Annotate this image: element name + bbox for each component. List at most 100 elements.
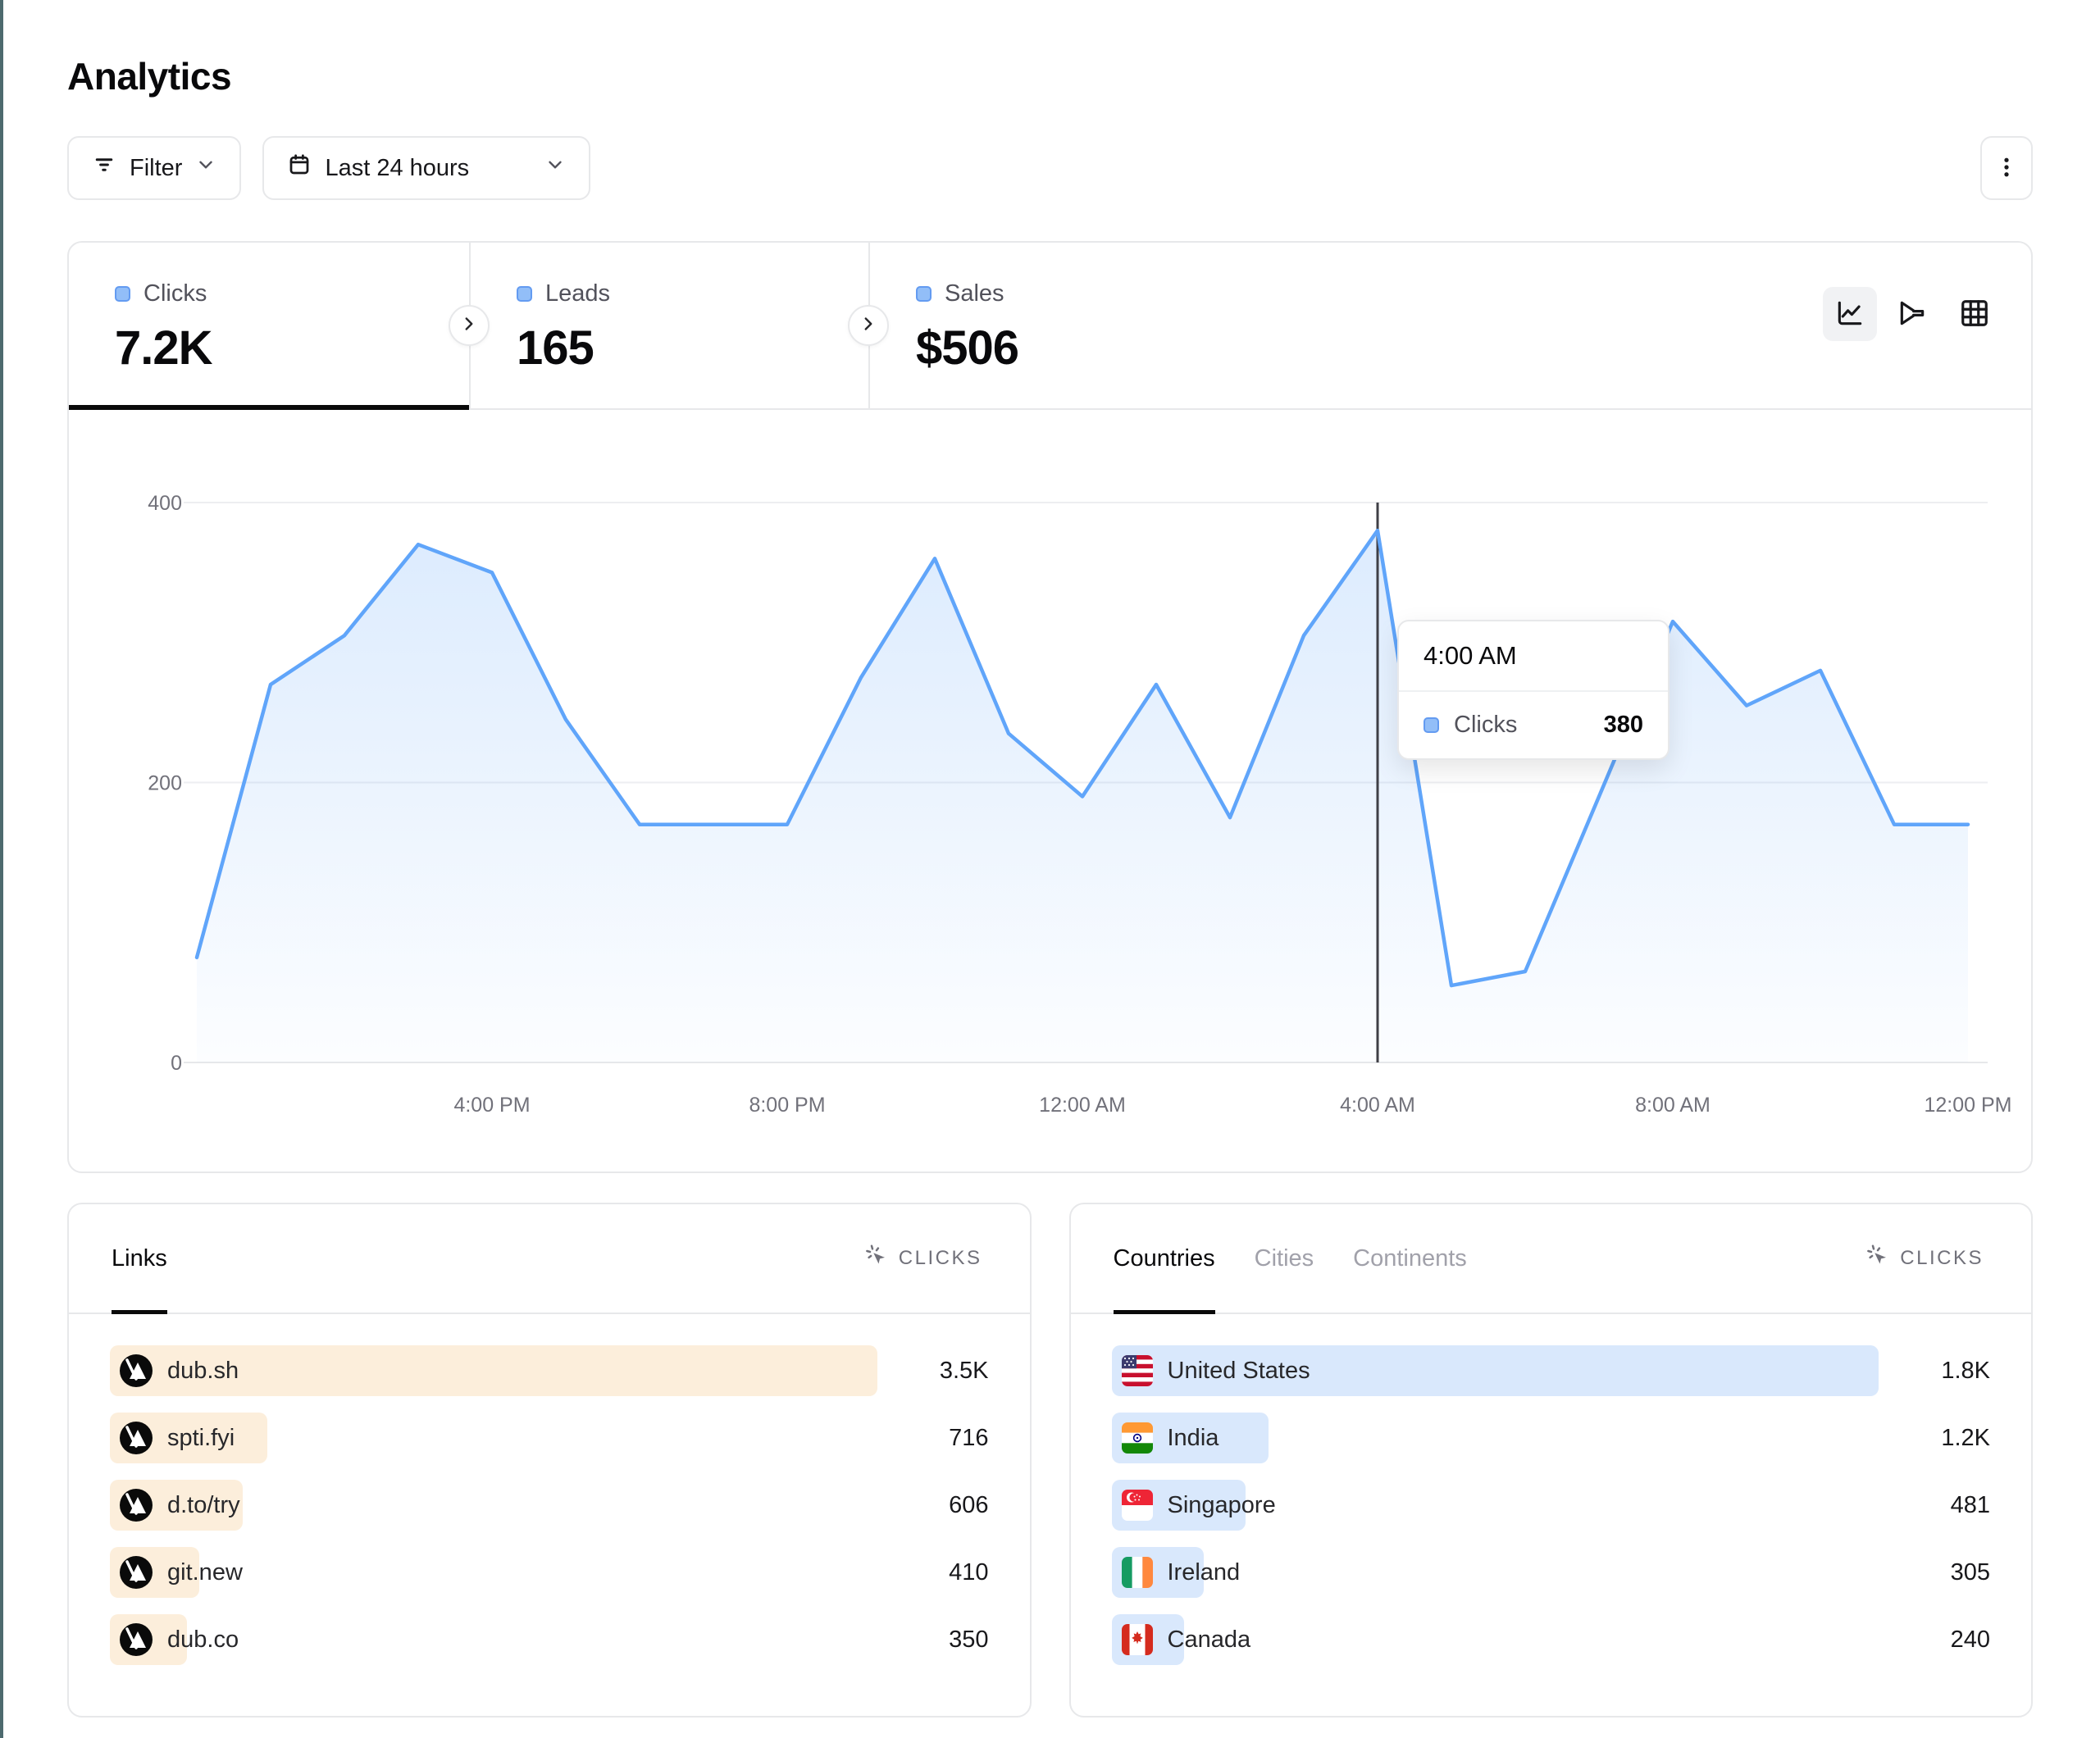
clicks-chart-area: 0 200 400 4:00 PM 8:00 PM 12:00 AM 4:00 AM 8:00…: [69, 408, 2031, 1175]
clicks-tab-label: Clicks: [143, 280, 207, 307]
grid-icon: [1959, 298, 1990, 331]
stat-tab-strip: Clicks 7.2K Leads 165 Sales $506: [69, 243, 2031, 410]
leads-tab-label: Leads: [545, 280, 611, 307]
links-list: dub.sh 3.5K spti.fyi 716 d.to/try 606 git.new 4…: [69, 1314, 1030, 1665]
row-label: git.new: [167, 1558, 243, 1586]
sales-legend-swatch-icon: [916, 286, 932, 302]
row-content: spti.fyi: [110, 1413, 877, 1463]
svg-text:12:00 PM: 12:00 PM: [1924, 1094, 2011, 1117]
value-bar-track: dub.sh: [110, 1345, 877, 1396]
row-value: 240: [1950, 1626, 1990, 1653]
row-content: Canada: [1112, 1614, 1879, 1665]
tab-sales[interactable]: Sales $506: [868, 243, 2031, 408]
countries-panel-header: Countries Cities Continents: [1070, 1204, 2031, 1314]
countries-tab-label: Countries: [1113, 1244, 1215, 1272]
table-view-button[interactable]: [1947, 287, 2002, 341]
clicks-area-chart[interactable]: 0 200 400 4:00 PM 8:00 PM 12:00 AM 4:00 AM 8:00…: [69, 408, 2031, 1175]
row-content: dub.co: [110, 1614, 877, 1665]
dub-logo-icon: [120, 1489, 153, 1522]
table-row[interactable]: d.to/try 606: [110, 1480, 989, 1531]
chart-view-switcher: [1823, 287, 2002, 341]
dub-logo-icon: [120, 1422, 153, 1454]
row-value: 305: [1950, 1558, 1990, 1586]
date-range-button[interactable]: Last 24 hours: [262, 136, 591, 200]
row-label: India: [1167, 1424, 1219, 1451]
table-row[interactable]: Ireland 305: [1111, 1547, 1990, 1598]
table-row[interactable]: dub.sh 3.5K: [110, 1345, 989, 1396]
links-metric-selector[interactable]: CLICKS: [859, 1243, 987, 1275]
line-chart-icon: [1834, 298, 1865, 331]
sales-tab-label: Sales: [945, 280, 1004, 307]
more-options-button[interactable]: [1980, 136, 2033, 200]
table-row[interactable]: United States 1.8K: [1111, 1345, 1990, 1396]
sales-tab-value: $506: [916, 321, 1019, 375]
clicks-legend-swatch-icon: [115, 286, 130, 302]
cities-tab-label: Cities: [1254, 1244, 1314, 1272]
row-value: 606: [949, 1491, 989, 1518]
links-tab-label: Links: [112, 1244, 167, 1272]
in-flag-icon: [1121, 1422, 1153, 1454]
tab-clicks[interactable]: Clicks 7.2K: [69, 243, 469, 410]
expand-clicks-button[interactable]: [449, 305, 490, 346]
ie-flag-icon: [1121, 1557, 1153, 1588]
calendar-icon: [287, 152, 312, 184]
value-bar-track: git.new: [110, 1547, 877, 1598]
countries-metric-selector[interactable]: CLICKS: [1861, 1243, 1988, 1275]
svg-text:12:00 AM: 12:00 AM: [1039, 1094, 1126, 1117]
countries-metric-label: CLICKS: [1900, 1247, 1984, 1269]
expand-leads-button[interactable]: [848, 305, 889, 346]
funnel-icon: [1897, 298, 1928, 331]
row-label: d.to/try: [167, 1491, 240, 1518]
svg-text:200: 200: [148, 772, 182, 795]
table-row[interactable]: Singapore 481: [1111, 1480, 1990, 1531]
table-row[interactable]: spti.fyi 716: [110, 1413, 989, 1463]
tab-continents[interactable]: Continents: [1353, 1204, 1467, 1313]
row-value: 3.5K: [939, 1357, 989, 1384]
value-bar: [1111, 1345, 1879, 1396]
table-row[interactable]: git.new 410: [110, 1547, 989, 1598]
row-value: 1.8K: [1941, 1357, 1990, 1384]
row-content: dub.sh: [110, 1345, 877, 1396]
row-value: 1.2K: [1941, 1424, 1990, 1451]
dub-logo-icon: [120, 1623, 153, 1656]
row-value: 350: [949, 1626, 989, 1653]
toolbar: Filter Last 24 hours: [67, 136, 2033, 200]
tooltip-series-label: Clicks: [1454, 712, 1518, 738]
filter-button-label: Filter: [130, 154, 183, 181]
row-content: Ireland: [1112, 1547, 1879, 1598]
tab-leads[interactable]: Leads 165: [469, 243, 868, 408]
page-title: Analytics: [67, 55, 232, 98]
chevron-right-icon: [458, 313, 480, 339]
sg-flag-icon: [1121, 1490, 1153, 1521]
dub-logo-icon: [120, 1354, 153, 1387]
chevron-down-icon: [195, 154, 216, 182]
window-edge-accent: [0, 0, 3, 1738]
table-row[interactable]: India 1.2K: [1111, 1413, 1990, 1463]
table-row[interactable]: dub.co 350: [110, 1614, 989, 1665]
cursor-click-icon: [1865, 1244, 1890, 1274]
ca-flag-icon: [1121, 1624, 1153, 1655]
countries-list: United States 1.8K India 1.2K Singapore 481 Ir…: [1071, 1314, 2032, 1665]
cursor-click-icon: [864, 1244, 889, 1274]
chevron-right-icon: [858, 313, 879, 339]
row-label: Ireland: [1167, 1558, 1241, 1586]
continents-tab-label: Continents: [1353, 1244, 1467, 1272]
row-content: United States: [1112, 1345, 1879, 1396]
svg-text:8:00 AM: 8:00 AM: [1635, 1094, 1711, 1117]
value-bar-track: Singapore: [1111, 1480, 1879, 1531]
row-label: United States: [1167, 1357, 1310, 1384]
tab-countries[interactable]: Countries: [1113, 1204, 1215, 1314]
value-bar-track: dub.co: [110, 1614, 877, 1665]
filter-button[interactable]: Filter: [67, 136, 242, 200]
row-value: 481: [1950, 1491, 1990, 1518]
row-content: India: [1112, 1413, 1879, 1463]
tab-links[interactable]: Links: [112, 1204, 167, 1314]
line-chart-view-button[interactable]: [1823, 287, 1877, 341]
links-panel-header: Links CLICKS: [69, 1204, 1030, 1314]
row-content: Singapore: [1112, 1480, 1879, 1531]
tab-cities[interactable]: Cities: [1255, 1204, 1314, 1313]
table-row[interactable]: Canada 240: [1111, 1614, 1990, 1665]
filter-lines-icon: [92, 152, 116, 184]
funnel-view-button[interactable]: [1885, 287, 1939, 341]
chart-tooltip: 4:00 AM Clicks 380: [1397, 620, 1670, 760]
